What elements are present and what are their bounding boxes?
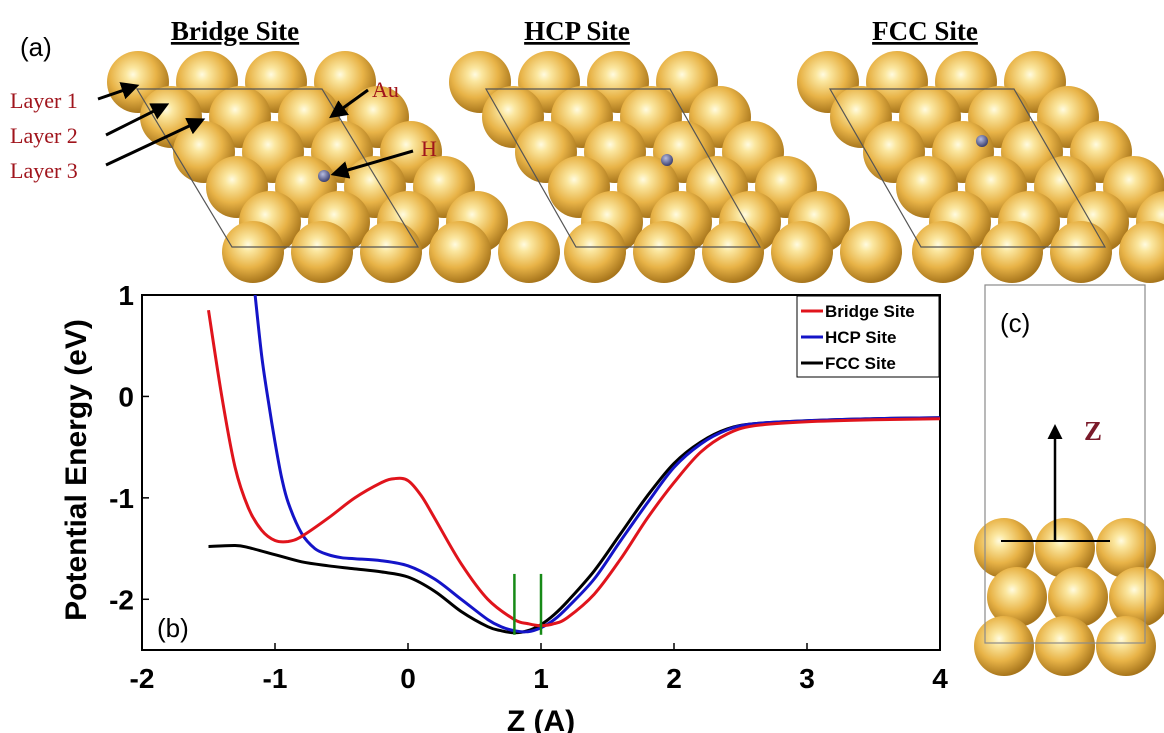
hydrogen-atom bbox=[661, 154, 673, 166]
panel-c-frame bbox=[984, 284, 1146, 644]
gold-atom bbox=[498, 221, 560, 283]
au-label: Au bbox=[372, 77, 399, 102]
gold-atom bbox=[771, 221, 833, 283]
arrow-au bbox=[329, 88, 369, 119]
panel-a: (a) Bridge Site HCP Site FCC Site Layer … bbox=[10, 16, 1164, 283]
layer-1-label: Layer 1 bbox=[10, 88, 78, 113]
arrow-layer-1 bbox=[97, 82, 140, 101]
series-hcp-site bbox=[253, 294, 941, 634]
unit-cell-outline bbox=[828, 88, 1107, 248]
panel-c-label: (c) bbox=[1000, 308, 1030, 338]
hydrogen-atom bbox=[318, 170, 330, 182]
gold-atom bbox=[1096, 518, 1156, 578]
gold-atom bbox=[564, 221, 626, 283]
panel-c: (c) Z bbox=[974, 284, 1164, 676]
y-tick-label: -1 bbox=[109, 483, 134, 514]
x-axis-label: Z (A) bbox=[507, 705, 575, 733]
chart-markers-group bbox=[513, 573, 543, 635]
y-tick-label: 1 bbox=[118, 280, 134, 311]
gold-atom bbox=[1096, 616, 1156, 676]
gold-atom bbox=[360, 221, 422, 283]
panel-b-label: (b) bbox=[157, 613, 189, 643]
h-label: H bbox=[421, 136, 437, 161]
layer-2-label: Layer 2 bbox=[10, 123, 78, 148]
title-fcc-site: FCC Site bbox=[872, 16, 978, 46]
chart-series-group bbox=[207, 294, 941, 635]
x-tick-label: 2 bbox=[666, 663, 682, 694]
y-tick-label: 0 bbox=[118, 381, 134, 412]
slab-side-view bbox=[974, 518, 1164, 676]
x-tick-label: 1 bbox=[533, 663, 549, 694]
x-tick-label: -2 bbox=[130, 663, 155, 694]
gold-atom bbox=[1048, 567, 1108, 627]
arrow-layer-2 bbox=[105, 103, 170, 137]
gold-atom bbox=[1035, 616, 1095, 676]
x-tick-label: 3 bbox=[799, 663, 815, 694]
x-tick-label: -1 bbox=[263, 663, 288, 694]
gold-atom bbox=[633, 221, 695, 283]
gold-atom bbox=[974, 616, 1034, 676]
legend-entry-fcc: FCC Site bbox=[825, 354, 896, 373]
gold-atom bbox=[1119, 221, 1164, 283]
legend-entry-hcp: HCP Site bbox=[825, 328, 897, 347]
y-tick-label: -2 bbox=[109, 584, 134, 615]
slab-fcc-site bbox=[797, 51, 1164, 283]
unit-cell-outline bbox=[484, 88, 762, 248]
gold-atom bbox=[291, 221, 353, 283]
y-axis-label: Potential Energy (eV) bbox=[60, 319, 93, 621]
gold-atom bbox=[1109, 567, 1164, 627]
series-bridge-site bbox=[207, 309, 941, 628]
gold-atom bbox=[987, 567, 1047, 627]
arrow-h bbox=[330, 149, 414, 179]
slab-hcp-site bbox=[449, 51, 902, 283]
chart-legend: Bridge Site HCP Site FCC Site bbox=[796, 295, 940, 378]
title-hcp-site: HCP Site bbox=[524, 16, 630, 46]
layer-3-label: Layer 3 bbox=[10, 158, 78, 183]
gold-atom bbox=[702, 221, 764, 283]
gold-atom bbox=[912, 221, 974, 283]
gold-atom bbox=[981, 221, 1043, 283]
gold-atom bbox=[1050, 221, 1112, 283]
panel-a-label: (a) bbox=[20, 32, 52, 62]
slab-bridge-site bbox=[107, 51, 560, 283]
gold-atom bbox=[429, 221, 491, 283]
gold-atom bbox=[840, 221, 902, 283]
panel-b-chart: -2 -1 0 1 2 3 4 -2 -1 0 1 (b) Z (A) Potential Ener… bbox=[60, 280, 948, 733]
legend-entry-bridge: Bridge Site bbox=[825, 302, 915, 321]
gold-atom bbox=[1035, 518, 1095, 578]
x-tick-label: 4 bbox=[932, 663, 948, 694]
z-axis-label: Z bbox=[1084, 416, 1102, 446]
title-bridge-site: Bridge Site bbox=[171, 16, 299, 46]
x-tick-label: 0 bbox=[400, 663, 416, 694]
gold-atom bbox=[974, 518, 1034, 578]
gold-atom bbox=[222, 221, 284, 283]
chart-ticks-group: -2 -1 0 1 2 3 4 -2 -1 0 1 bbox=[109, 280, 948, 694]
hydrogen-atom bbox=[976, 135, 988, 147]
arrow-layer-3 bbox=[105, 117, 206, 167]
unit-cell-outline bbox=[135, 88, 420, 248]
